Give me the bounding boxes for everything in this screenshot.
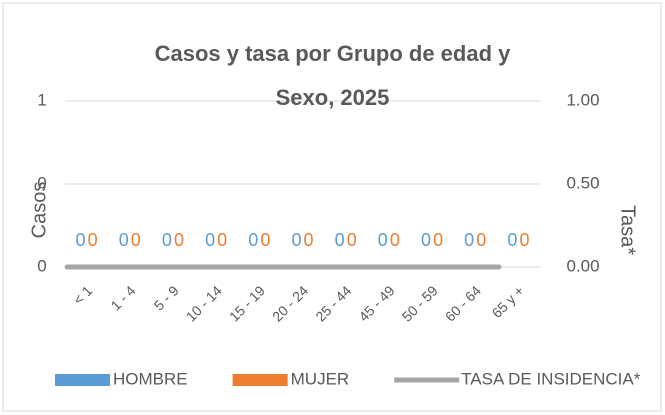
data-label: 0	[421, 230, 431, 250]
y-tick-label: 1	[37, 90, 46, 109]
y2-axis-title: Tasa*	[617, 205, 639, 255]
data-label: 0	[291, 230, 301, 250]
y2-tick-label: 0.50	[566, 173, 599, 192]
y-axis-title: Casos	[28, 182, 50, 239]
data-label: 0	[335, 230, 345, 250]
data-label: 0	[119, 230, 129, 250]
data-label: 0	[464, 230, 474, 250]
data-label: 0	[248, 230, 258, 250]
data-label: 0	[131, 230, 141, 250]
data-label: 0	[519, 230, 529, 250]
data-label: 0	[433, 230, 443, 250]
data-label: 0	[476, 230, 486, 250]
legend-swatch	[55, 374, 110, 386]
y-tick-label: 0	[37, 256, 46, 275]
data-label: 0	[174, 230, 184, 250]
legend-label: MUJER	[291, 369, 350, 388]
data-label: 0	[162, 230, 172, 250]
data-label: 0	[88, 230, 98, 250]
legend-label: TASA DE INSIDENCIA*	[461, 369, 641, 388]
legend-swatch	[232, 374, 288, 386]
y-tick-label: 0	[37, 173, 46, 192]
data-label: 0	[347, 230, 357, 250]
data-label: 0	[507, 230, 517, 250]
data-label: 0	[378, 230, 388, 250]
data-label: 0	[304, 230, 314, 250]
data-label: 0	[390, 230, 400, 250]
data-label: 0	[205, 230, 215, 250]
legend-label: HOMBRE	[113, 369, 188, 388]
data-label: 0	[217, 230, 227, 250]
chart-title: Casos y tasa por Grupo de edad y Sexo, 2…	[154, 41, 511, 110]
y2-tick-label: 0.00	[566, 256, 599, 275]
data-label: 0	[76, 230, 86, 250]
y2-tick-label: 1.00	[566, 90, 599, 109]
data-label: 0	[260, 230, 270, 250]
